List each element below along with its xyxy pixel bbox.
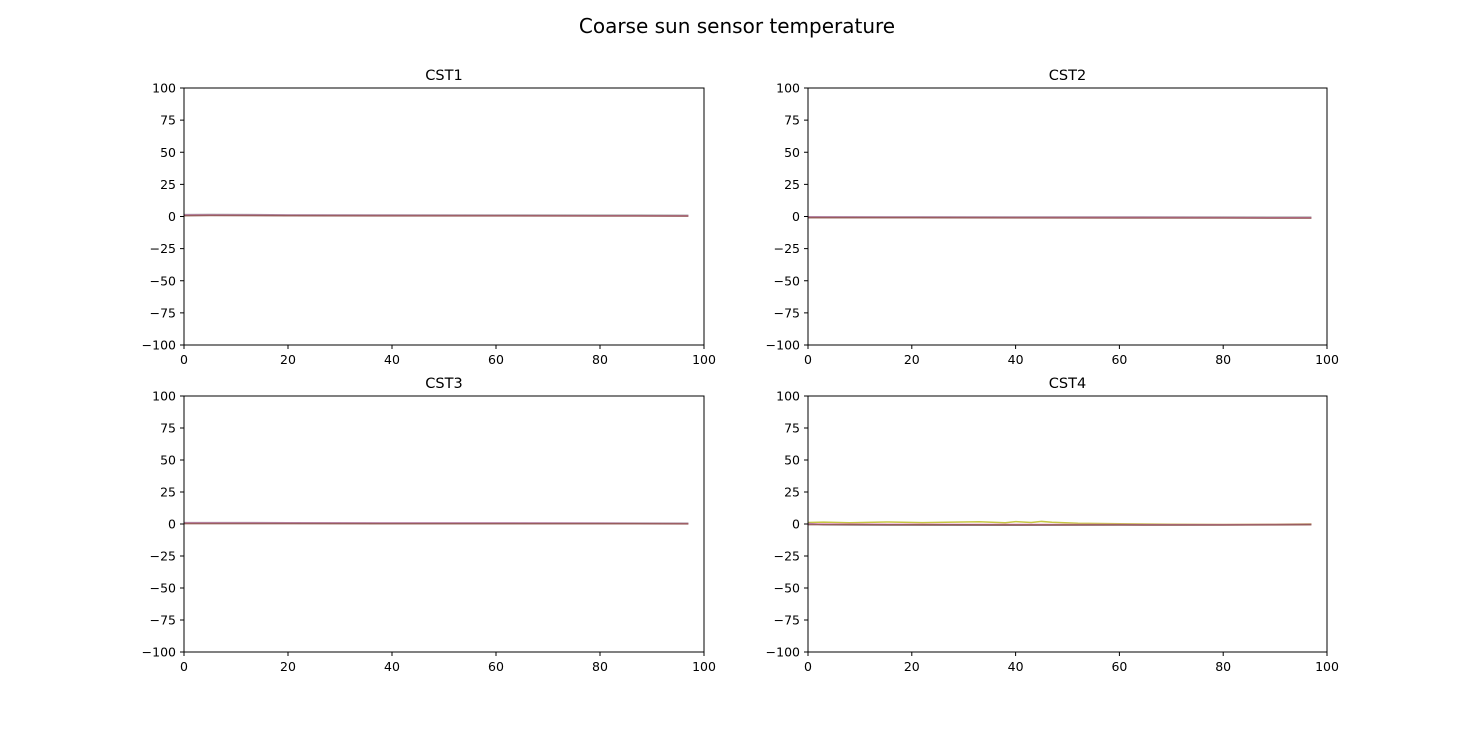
y-tick-label: −100 [766, 338, 800, 353]
y-tick-label: 75 [784, 113, 800, 128]
y-tick-label: −25 [774, 241, 800, 256]
x-tick-label: 100 [1315, 352, 1339, 367]
x-tick-label: 20 [280, 659, 296, 674]
x-tick-label: 0 [804, 352, 812, 367]
x-tick-label: 100 [692, 352, 716, 367]
x-tick-label: 20 [280, 352, 296, 367]
x-tick-label: 20 [904, 352, 920, 367]
series-group [808, 216, 1312, 219]
x-tick-label: 0 [804, 659, 812, 674]
subplot-1: CST1 0 20 40 60 80 100 100 75 50 25 0 −25 −50 −75 −100 [142, 68, 716, 367]
x-tick-label: 20 [904, 659, 920, 674]
x-tick-label: 60 [1111, 659, 1127, 674]
y-tick-label: −100 [142, 338, 176, 353]
subplot-4: CST4 0 20 40 60 80 100 100 75 50 25 0 −25 −50 −75 −100 [766, 376, 1339, 674]
x-tick-label: 80 [1215, 352, 1231, 367]
y-tick-label: −75 [774, 305, 800, 320]
y-tick-label: 0 [168, 209, 176, 224]
y-tick-label: 25 [160, 177, 176, 192]
figure-title: Coarse sun sensor temperature [579, 14, 895, 38]
subplot-2: CST2 0 20 40 60 80 100 100 75 50 25 0 −25 −50 −75 −100 [766, 68, 1339, 367]
x-tick-label: 80 [592, 352, 608, 367]
y-tick-label: −25 [774, 549, 800, 564]
y-tick-label: −100 [142, 645, 176, 660]
y-tick-label: 0 [168, 517, 176, 532]
x-tick-label: 40 [1008, 659, 1024, 674]
y-tick-label: −75 [774, 613, 800, 628]
y-tick-label: −50 [150, 273, 176, 288]
y-tick-label: 75 [160, 421, 176, 436]
y-tick-label: 50 [160, 145, 176, 160]
y-tick-label: 100 [776, 389, 800, 404]
y-tick-label: 75 [784, 421, 800, 436]
x-tick-label: 40 [384, 352, 400, 367]
y-tick-label: 50 [784, 453, 800, 468]
y-tick-label: −75 [150, 305, 176, 320]
y-tick-label: −50 [150, 581, 176, 596]
x-tick-label: 60 [1111, 352, 1127, 367]
y-tick-label: 100 [152, 389, 176, 404]
x-tick-label: 60 [488, 659, 504, 674]
series-group [808, 520, 1312, 527]
x-tick-label: 60 [488, 352, 504, 367]
x-tick-label: 80 [592, 659, 608, 674]
subplot-title: CST3 [425, 376, 462, 392]
y-tick-label: −25 [150, 241, 176, 256]
y-tick-label: 0 [792, 517, 800, 532]
x-tick-label: 100 [1315, 659, 1339, 674]
x-tick-label: 40 [1008, 352, 1024, 367]
x-tick-label: 40 [384, 659, 400, 674]
subplot-title: CST4 [1049, 376, 1086, 392]
y-tick-label: −50 [774, 581, 800, 596]
x-tick-label: 100 [692, 659, 716, 674]
y-tick-label: 0 [792, 209, 800, 224]
series-group [184, 521, 689, 525]
y-tick-label: 25 [160, 485, 176, 500]
y-tick-label: 25 [784, 485, 800, 500]
x-tick-label: 80 [1215, 659, 1231, 674]
y-tick-label: −25 [150, 549, 176, 564]
subplot-3: CST3 0 20 40 60 80 100 100 75 50 25 0 −25 −50 −75 −100 [142, 376, 716, 674]
y-tick-label: 25 [784, 177, 800, 192]
y-tick-label: 75 [160, 113, 176, 128]
series-group [184, 213, 689, 217]
y-tick-label: 100 [152, 81, 176, 96]
subplot-title: CST2 [1049, 68, 1086, 84]
y-tick-label: −100 [766, 645, 800, 660]
y-tick-label: −50 [774, 273, 800, 288]
y-tick-label: 50 [160, 453, 176, 468]
x-tick-label: 0 [180, 659, 188, 674]
y-tick-label: −75 [150, 613, 176, 628]
x-tick-label: 0 [180, 352, 188, 367]
subplot-title: CST1 [425, 68, 462, 84]
series-line-3 [184, 214, 689, 217]
y-tick-label: 100 [776, 81, 800, 96]
y-tick-label: 50 [784, 145, 800, 160]
